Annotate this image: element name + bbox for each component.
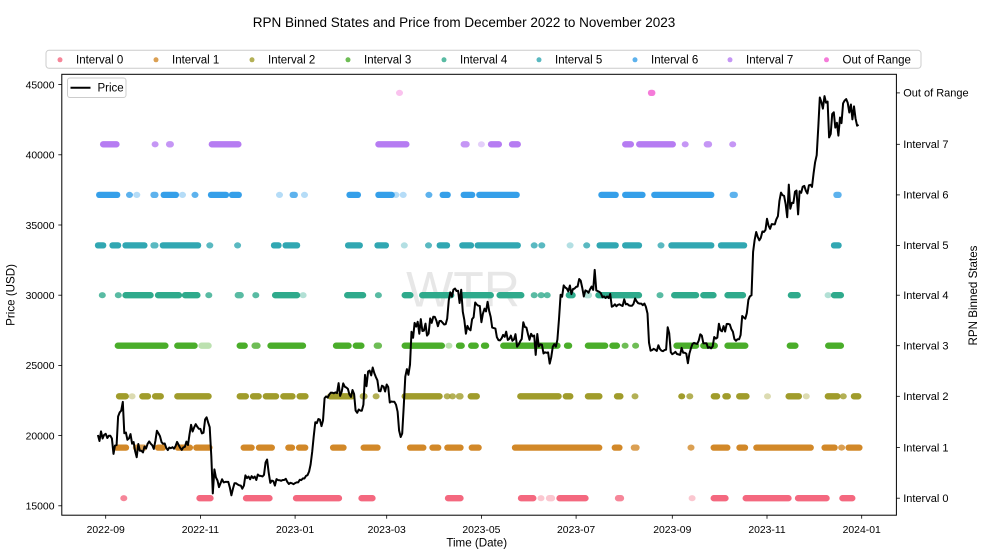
- svg-text:2023-09: 2023-09: [653, 525, 691, 536]
- svg-text:Interval 6: Interval 6: [651, 55, 698, 67]
- svg-text:40000: 40000: [26, 151, 55, 162]
- svg-text:2022-11: 2022-11: [182, 525, 220, 536]
- svg-text:Interval 2: Interval 2: [903, 391, 948, 403]
- svg-text:RPN Binned States: RPN Binned States: [967, 245, 980, 345]
- svg-text:Time (Date): Time (Date): [446, 537, 507, 550]
- svg-text:Interval 4: Interval 4: [460, 55, 508, 67]
- svg-text:Interval 5: Interval 5: [555, 55, 602, 67]
- svg-text:35000: 35000: [26, 221, 55, 232]
- svg-text:2023-05: 2023-05: [462, 525, 500, 536]
- svg-text:Interval 5: Interval 5: [903, 240, 948, 252]
- svg-text:2023-07: 2023-07: [557, 525, 595, 536]
- svg-text:Interval 3: Interval 3: [903, 341, 948, 353]
- svg-text:Interval 7: Interval 7: [903, 139, 948, 151]
- svg-text:Price (USD): Price (USD): [5, 264, 18, 326]
- svg-text:2024-01: 2024-01: [843, 525, 881, 536]
- svg-text:Interval 0: Interval 0: [76, 55, 123, 67]
- svg-text:Out of Range: Out of Range: [843, 55, 911, 67]
- svg-text:2022-09: 2022-09: [87, 525, 125, 536]
- svg-text:Interval 0: Interval 0: [903, 493, 948, 505]
- svg-text:Interval 6: Interval 6: [903, 190, 948, 202]
- svg-text:25000: 25000: [26, 361, 55, 372]
- svg-text:Interval 2: Interval 2: [268, 55, 315, 67]
- svg-text:2023-03: 2023-03: [368, 525, 406, 536]
- svg-text:45000: 45000: [26, 80, 55, 91]
- svg-text:Out of Range: Out of Range: [903, 88, 968, 100]
- svg-text:20000: 20000: [26, 431, 55, 442]
- svg-text:Interval 3: Interval 3: [364, 55, 411, 67]
- svg-text:Price: Price: [98, 83, 124, 95]
- svg-text:Interval 7: Interval 7: [746, 55, 793, 67]
- svg-text:Interval 1: Interval 1: [172, 55, 219, 67]
- svg-text:RPN Binned States and Price fr: RPN Binned States and Price from Decembe…: [253, 15, 675, 30]
- svg-text:30000: 30000: [26, 291, 55, 302]
- svg-text:15000: 15000: [26, 502, 55, 513]
- svg-text:Interval 4: Interval 4: [903, 290, 948, 302]
- svg-text:Interval 1: Interval 1: [903, 442, 948, 454]
- svg-text:2023-01: 2023-01: [276, 525, 314, 536]
- svg-text:2023-11: 2023-11: [748, 525, 786, 536]
